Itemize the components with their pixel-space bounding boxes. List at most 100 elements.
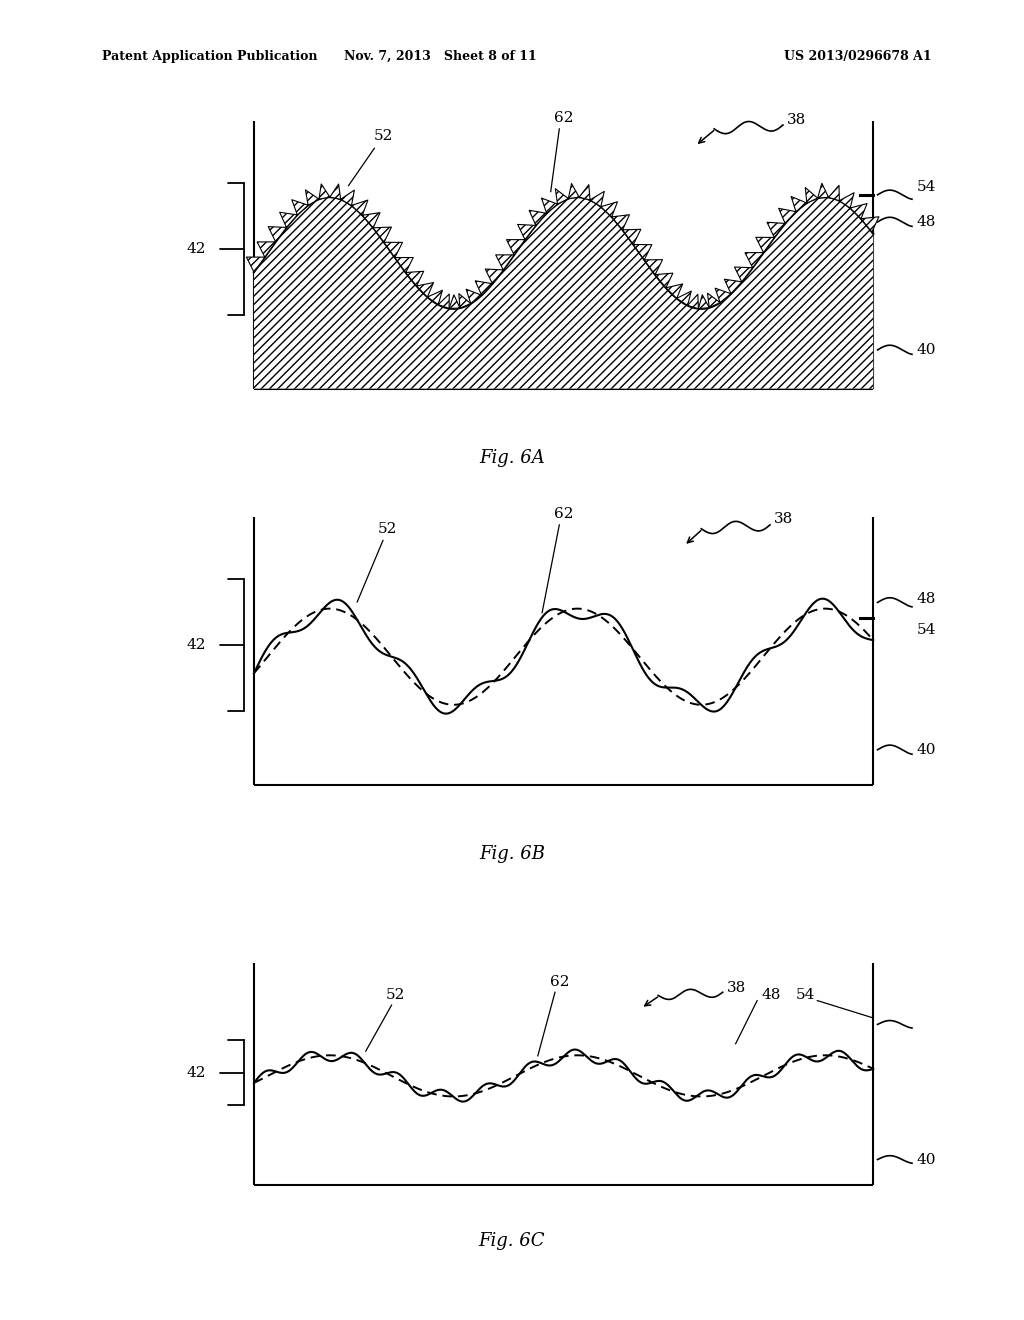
Text: 54: 54 <box>916 180 936 194</box>
Polygon shape <box>450 294 460 309</box>
Polygon shape <box>655 273 673 288</box>
Polygon shape <box>330 183 341 199</box>
Polygon shape <box>715 288 731 302</box>
Polygon shape <box>305 190 319 205</box>
Polygon shape <box>767 222 785 238</box>
Polygon shape <box>805 187 818 203</box>
Polygon shape <box>756 238 774 252</box>
Polygon shape <box>517 224 536 240</box>
Polygon shape <box>818 183 828 198</box>
Polygon shape <box>529 210 547 226</box>
Text: 48: 48 <box>762 989 781 1002</box>
Polygon shape <box>734 267 753 281</box>
Polygon shape <box>268 227 287 242</box>
Polygon shape <box>861 216 879 232</box>
Polygon shape <box>450 294 460 309</box>
Polygon shape <box>555 189 568 205</box>
Polygon shape <box>708 293 720 308</box>
Text: Fig. 6C: Fig. 6C <box>479 1232 545 1250</box>
Polygon shape <box>634 244 652 260</box>
Polygon shape <box>745 252 764 268</box>
Text: 52: 52 <box>374 129 392 143</box>
Polygon shape <box>395 257 414 272</box>
Text: 48: 48 <box>916 215 936 228</box>
Polygon shape <box>459 293 471 308</box>
Polygon shape <box>734 267 753 281</box>
Text: 38: 38 <box>727 981 746 995</box>
Polygon shape <box>427 290 442 305</box>
Polygon shape <box>341 190 354 206</box>
Polygon shape <box>351 201 368 215</box>
Polygon shape <box>341 190 354 206</box>
Text: Nov. 7, 2013   Sheet 8 of 11: Nov. 7, 2013 Sheet 8 of 11 <box>344 50 537 63</box>
Polygon shape <box>698 294 710 309</box>
Polygon shape <box>861 216 879 232</box>
Text: 40: 40 <box>916 743 936 756</box>
Polygon shape <box>828 185 840 201</box>
Polygon shape <box>373 227 391 243</box>
Polygon shape <box>687 294 698 309</box>
Text: 62: 62 <box>550 975 569 989</box>
Polygon shape <box>496 255 514 269</box>
Polygon shape <box>395 257 414 272</box>
Polygon shape <box>384 243 402 257</box>
Polygon shape <box>496 255 514 269</box>
Polygon shape <box>417 282 433 297</box>
Polygon shape <box>840 193 854 209</box>
Text: 38: 38 <box>787 112 807 127</box>
Polygon shape <box>257 242 275 257</box>
Polygon shape <box>438 294 450 309</box>
Text: 54: 54 <box>916 623 936 636</box>
Polygon shape <box>542 198 557 214</box>
Text: 42: 42 <box>186 1065 206 1080</box>
Polygon shape <box>623 230 641 244</box>
Polygon shape <box>438 294 450 309</box>
Polygon shape <box>724 280 741 294</box>
Polygon shape <box>362 213 380 228</box>
Polygon shape <box>406 272 424 286</box>
Polygon shape <box>351 201 368 215</box>
Polygon shape <box>417 282 433 297</box>
Text: 48: 48 <box>916 591 936 606</box>
Polygon shape <box>745 252 764 268</box>
Text: 52: 52 <box>378 523 397 536</box>
Text: 62: 62 <box>554 111 573 125</box>
Polygon shape <box>406 272 424 286</box>
Polygon shape <box>850 203 867 219</box>
Polygon shape <box>601 202 617 216</box>
Polygon shape <box>715 288 731 302</box>
Polygon shape <box>319 183 330 199</box>
Polygon shape <box>818 183 828 198</box>
Polygon shape <box>280 213 297 227</box>
Polygon shape <box>677 292 691 305</box>
Polygon shape <box>247 257 265 272</box>
Polygon shape <box>292 199 308 215</box>
Polygon shape <box>644 260 663 275</box>
Polygon shape <box>778 209 796 223</box>
Polygon shape <box>792 197 807 211</box>
Polygon shape <box>485 269 503 284</box>
Polygon shape <box>427 290 442 305</box>
Text: Fig. 6A: Fig. 6A <box>479 449 545 467</box>
Polygon shape <box>384 243 402 257</box>
Polygon shape <box>687 294 698 309</box>
Polygon shape <box>466 289 481 304</box>
Polygon shape <box>724 280 741 294</box>
Polygon shape <box>568 183 580 198</box>
Polygon shape <box>305 190 319 205</box>
Polygon shape <box>507 240 525 255</box>
Text: Fig. 6B: Fig. 6B <box>479 845 545 863</box>
Polygon shape <box>756 238 774 252</box>
Polygon shape <box>555 189 568 205</box>
Polygon shape <box>247 257 265 272</box>
Polygon shape <box>485 269 503 284</box>
Text: 54: 54 <box>796 989 815 1002</box>
Polygon shape <box>850 203 867 219</box>
Text: 40: 40 <box>916 343 936 356</box>
Polygon shape <box>644 260 663 275</box>
Polygon shape <box>677 292 691 305</box>
Polygon shape <box>568 183 580 198</box>
Polygon shape <box>373 227 391 243</box>
Polygon shape <box>257 242 275 257</box>
Polygon shape <box>666 284 683 298</box>
